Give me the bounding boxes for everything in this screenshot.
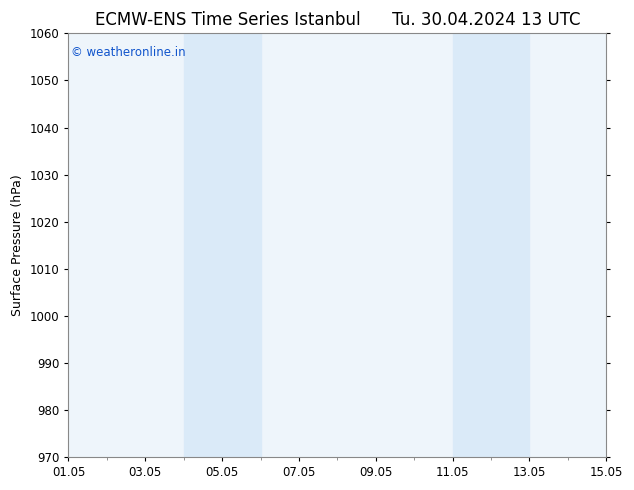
Title: ECMW-ENS Time Series Istanbul      Tu. 30.04.2024 13 UTC: ECMW-ENS Time Series Istanbul Tu. 30.04.… xyxy=(94,11,580,29)
Bar xyxy=(453,33,529,457)
Y-axis label: Surface Pressure (hPa): Surface Pressure (hPa) xyxy=(11,174,24,316)
Text: © weatheronline.in: © weatheronline.in xyxy=(71,46,186,59)
Bar xyxy=(184,33,261,457)
